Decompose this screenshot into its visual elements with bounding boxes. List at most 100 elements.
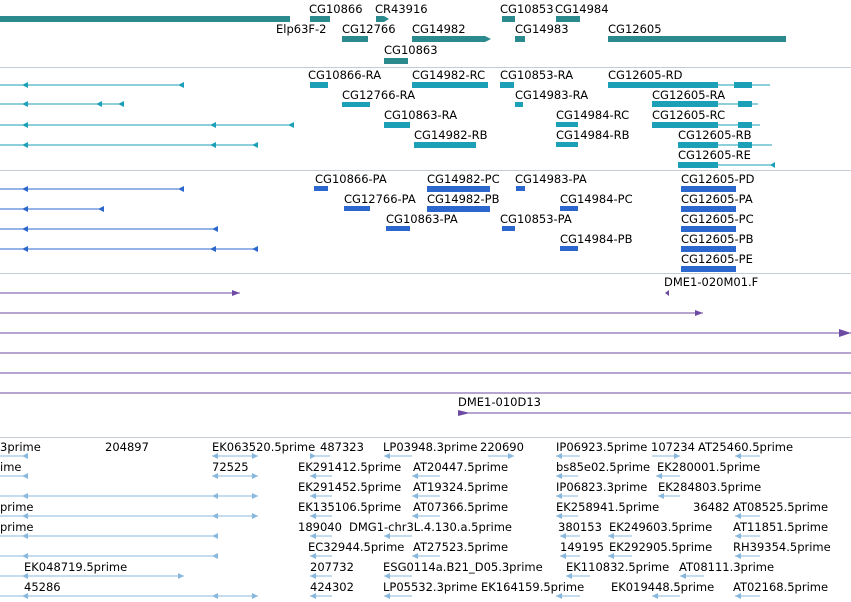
gene-glyph[interactable] [310, 16, 330, 22]
gene-glyph[interactable] [412, 36, 491, 42]
est-label[interactable]: AT08111.3prime [679, 560, 774, 574]
mrna-glyph[interactable] [310, 82, 328, 88]
mrna-label[interactable]: CG14982-RC [412, 68, 485, 82]
mrna-label[interactable]: CG10863-RA [384, 108, 457, 122]
gene-glyph[interactable] [376, 16, 389, 22]
est-label[interactable]: EK019448.5prime [611, 580, 714, 594]
est-label[interactable]: 204897 [105, 440, 149, 454]
est-label[interactable]: 149195 [560, 540, 604, 554]
est-label[interactable]: 72525 [212, 460, 249, 474]
mrna-label[interactable]: CG14983-RA [515, 88, 588, 102]
protein-glyph[interactable] [314, 186, 328, 191]
protein-glyph[interactable] [681, 266, 736, 272]
protein-label[interactable]: CG10866-PA [315, 172, 387, 186]
est-label[interactable]: EK135106.5prime [298, 500, 401, 514]
clone-label[interactable]: DME1-020M01.F [664, 275, 758, 289]
est-label[interactable]: EK280001.5prime [657, 460, 760, 474]
est-label[interactable]: EC32944.5prime [308, 540, 404, 554]
est-label[interactable]: EK048719.5prime [24, 560, 127, 574]
est-label[interactable]: DMG1-chr3L.4.130.a.5prime [349, 520, 512, 534]
protein-glyph[interactable] [681, 206, 736, 212]
gene-glyph[interactable] [0, 16, 290, 22]
est-label[interactable]: AT08525.5prime [733, 500, 828, 514]
est-label[interactable]: prime [0, 520, 34, 534]
est-label[interactable]: bs85e02.5prime [556, 460, 650, 474]
protein-label[interactable]: CG14984-PB [560, 232, 633, 246]
mrna-glyph[interactable] [384, 122, 410, 128]
protein-glyph[interactable] [386, 226, 410, 231]
protein-label[interactable]: CG12766-PA [344, 192, 416, 206]
protein-label[interactable]: CG12605-PE [681, 252, 753, 266]
gene-label[interactable]: CG14983 [515, 22, 569, 36]
est-label[interactable]: AT02168.5prime [733, 580, 828, 594]
est-label[interactable]: AT19324.5prime [413, 480, 508, 494]
mrna-label[interactable]: CG14984-RC [556, 108, 629, 122]
protein-label[interactable]: CG14982-PB [427, 192, 500, 206]
gene-label[interactable]: CG14984 [555, 2, 609, 16]
est-label[interactable]: EK164159.5prime [481, 580, 584, 594]
mrna-label[interactable]: CG10853-RA [500, 68, 573, 82]
protein-glyph[interactable] [427, 206, 490, 212]
protein-glyph[interactable] [516, 186, 525, 191]
protein-glyph[interactable] [344, 206, 370, 211]
protein-glyph[interactable] [502, 226, 515, 231]
est-label[interactable]: IP06923.5prime [556, 440, 647, 454]
protein-label[interactable]: CG14982-PC [427, 172, 500, 186]
protein-label[interactable]: CG12605-PC [681, 212, 754, 226]
mrna-label[interactable]: CG12605-RD [608, 68, 683, 82]
gene-label[interactable]: CR43916 [375, 2, 428, 16]
protein-glyph[interactable] [681, 186, 736, 192]
protein-label[interactable]: CG12605-PB [681, 232, 754, 246]
est-label[interactable]: EK291412.5prime [298, 460, 401, 474]
mrna-label[interactable]: CG12766-RA [342, 88, 415, 102]
est-label[interactable]: 220690 [480, 440, 524, 454]
est-label[interactable]: EK284803.5prime [658, 480, 761, 494]
gene-glyph[interactable] [502, 16, 515, 22]
mrna-label[interactable]: CG12605-RA [652, 88, 725, 102]
mrna-glyph[interactable] [556, 122, 578, 127]
gene-glyph[interactable] [515, 36, 525, 42]
est-label[interactable]: 380153 [558, 520, 602, 534]
protein-label[interactable]: CG12605-PA [681, 192, 753, 206]
est-label[interactable]: 189040 [298, 520, 342, 534]
est-label[interactable]: EK291452.5prime [298, 480, 401, 494]
protein-label[interactable]: CG10853-PA [500, 212, 572, 226]
est-label[interactable]: EK110832.5prime [566, 560, 669, 574]
mrna-label[interactable]: CG12605-RE [678, 148, 751, 162]
protein-glyph[interactable] [681, 246, 736, 252]
gene-label[interactable]: Elp63F-2 [276, 22, 326, 36]
gene-label[interactable]: CG12605 [608, 22, 662, 36]
est-label[interactable]: EK292905.5prime [609, 540, 712, 554]
est-label[interactable]: AT11851.5prime [733, 520, 828, 534]
est-label[interactable]: EK258941.5prime [556, 500, 659, 514]
protein-label[interactable]: CG14983-PA [515, 172, 587, 186]
mrna-glyph[interactable] [652, 122, 718, 128]
est-label[interactable]: 487323 [320, 440, 364, 454]
est-label[interactable]: RH39354.5prime [733, 540, 831, 554]
gene-glyph[interactable] [608, 36, 786, 42]
mrna-glyph[interactable] [500, 82, 514, 88]
protein-glyph[interactable] [560, 206, 578, 211]
est-label[interactable]: LP03948.3prime [383, 440, 477, 454]
gene-label[interactable]: CG10866 [309, 2, 363, 16]
gene-glyph[interactable] [556, 16, 580, 22]
est-label[interactable]: prime [0, 500, 34, 514]
protein-label[interactable]: CG10863-PA [386, 212, 458, 226]
gene-label[interactable]: CG10853 [500, 2, 554, 16]
protein-label[interactable]: CG14984-PC [560, 192, 633, 206]
protein-glyph[interactable] [681, 226, 736, 232]
mrna-label[interactable]: CG12605-RC [652, 108, 725, 122]
mrna-glyph[interactable] [412, 82, 488, 88]
mrna-glyph[interactable] [678, 162, 718, 168]
est-label[interactable]: 36482 [693, 500, 730, 514]
est-label[interactable]: 45286 [24, 580, 61, 594]
est-label[interactable]: EK249603.5prime [609, 520, 712, 534]
gene-glyph[interactable] [342, 36, 368, 42]
est-label[interactable]: ESG0114a.B21_D05.3prime [383, 560, 543, 574]
clone-label[interactable]: DME1-010D13 [458, 395, 541, 409]
est-label[interactable]: IP06823.3prime [556, 480, 647, 494]
gene-label[interactable]: CG12766 [342, 22, 396, 36]
gene-glyph[interactable] [384, 58, 408, 64]
protein-glyph[interactable] [560, 246, 578, 251]
est-label[interactable]: 3prime [0, 440, 41, 454]
